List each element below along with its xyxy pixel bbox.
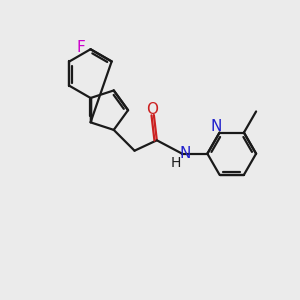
Text: F: F bbox=[77, 40, 85, 55]
Text: H: H bbox=[171, 156, 181, 170]
Text: O: O bbox=[146, 103, 158, 118]
Text: N: N bbox=[179, 146, 191, 161]
Text: N: N bbox=[211, 119, 222, 134]
